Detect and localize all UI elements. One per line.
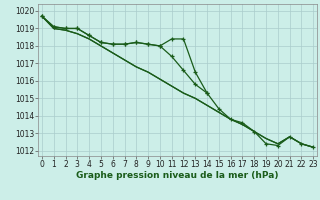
X-axis label: Graphe pression niveau de la mer (hPa): Graphe pression niveau de la mer (hPa) bbox=[76, 171, 279, 180]
